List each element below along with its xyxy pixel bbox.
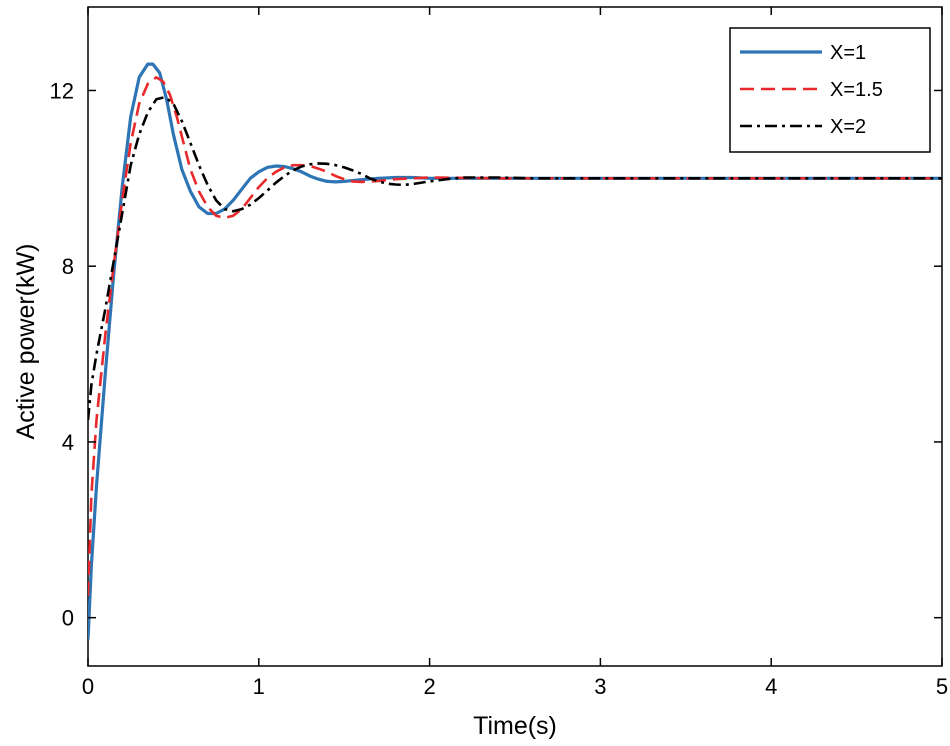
x-tick-label: 1 [253, 674, 265, 699]
x-tick-label: 2 [423, 674, 435, 699]
series-line-x-2 [88, 95, 942, 421]
x-axis-label: Time(s) [473, 712, 557, 740]
x-tick-label: 3 [594, 674, 606, 699]
y-tick-label: 0 [62, 606, 74, 631]
x-tick-label: 4 [765, 674, 777, 699]
series-line-x-1-5 [88, 76, 942, 596]
x-tick-label: 5 [936, 674, 948, 699]
legend-entry-x1: X=1 [830, 42, 866, 64]
y-axis-label: Active power(kW) [12, 244, 40, 440]
series-layer [88, 62, 942, 640]
legend-entry-x2: X=2 [830, 116, 866, 138]
legend-entry-x1-5: X=1.5 [830, 79, 883, 101]
legend: X=1 X=1.5 X=2 [729, 27, 931, 153]
y-tick-label: 4 [62, 430, 74, 455]
y-tick-label: 12 [50, 78, 74, 103]
y-tick-label: 8 [62, 254, 74, 279]
x-tick-label: 0 [82, 674, 94, 699]
